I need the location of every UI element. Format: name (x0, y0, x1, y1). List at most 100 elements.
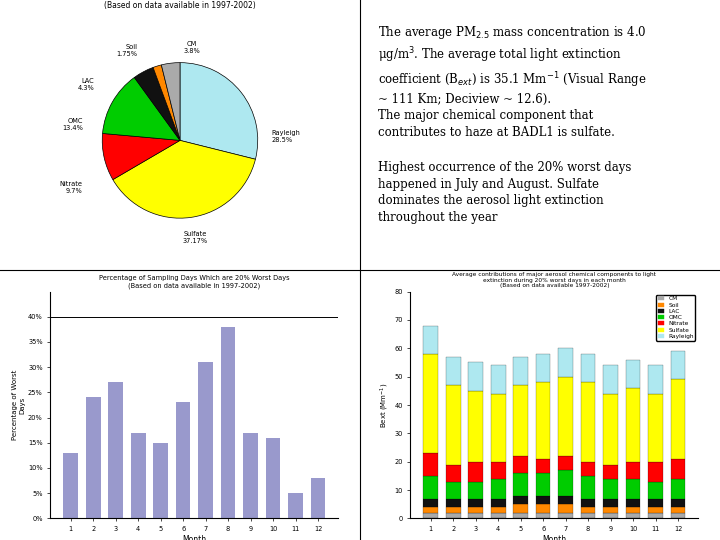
Bar (671, 351, 685, 380)
Bar (423, 453, 438, 476)
Bar (469, 462, 483, 482)
Text: The major chemical component that
contributes to haze at BADL1 is sulfate.: The major chemical component that contri… (378, 109, 615, 139)
Bar (513, 504, 528, 513)
Bar (469, 513, 483, 518)
Bar (558, 496, 573, 504)
Bar (671, 478, 685, 498)
Text: Sulfate
37.17%: Sulfate 37.17% (183, 231, 208, 244)
Bar (491, 498, 505, 507)
Bar (446, 464, 461, 482)
Bar (603, 498, 618, 507)
Title: Percentage of Sampling Days Which are 20% Worst Days
(Based on data available in: Percentage of Sampling Days Which are 20… (99, 275, 289, 289)
Bar (491, 365, 505, 394)
Bar (671, 459, 685, 478)
Y-axis label: Percentage of Worst
Days: Percentage of Worst Days (12, 370, 25, 440)
Bar (581, 513, 595, 518)
Bar (446, 385, 461, 464)
Bar (671, 507, 685, 513)
Bar (513, 456, 528, 473)
Bar (536, 382, 551, 459)
Bar (558, 504, 573, 513)
Bar (626, 498, 640, 507)
Bar (513, 357, 528, 385)
Bar (581, 498, 595, 507)
Bar (423, 507, 438, 513)
Bar (86, 397, 101, 518)
Legend: CM, Soil, LAC, OMC, Nitrate, Sulfate, Rayleigh: CM, Soil, LAC, OMC, Nitrate, Sulfate, Ra… (656, 294, 696, 341)
Bar (536, 513, 551, 518)
Bar (491, 394, 505, 462)
Bar (603, 507, 618, 513)
Wedge shape (113, 140, 256, 218)
Text: OMC
13.4%: OMC 13.4% (62, 118, 83, 131)
Bar (536, 473, 551, 496)
Bar (626, 388, 640, 462)
Wedge shape (135, 68, 180, 140)
Bar (131, 433, 145, 518)
Text: Highest occurrence of the 20% worst days
happened in July and August. Sulfate
do: Highest occurrence of the 20% worst days… (378, 161, 631, 224)
Bar (626, 513, 640, 518)
Bar (469, 362, 483, 391)
Bar (288, 493, 303, 518)
Bar (626, 507, 640, 513)
Bar (446, 507, 461, 513)
Wedge shape (161, 63, 180, 140)
Bar (536, 459, 551, 473)
Bar (446, 513, 461, 518)
Bar (648, 394, 663, 462)
Bar (626, 478, 640, 498)
Bar (581, 507, 595, 513)
Bar (536, 504, 551, 513)
Bar (626, 360, 640, 388)
X-axis label: Month: Month (182, 535, 207, 540)
Bar (446, 357, 461, 385)
Bar (513, 473, 528, 496)
Bar (423, 498, 438, 507)
Bar (266, 438, 280, 518)
Bar (581, 476, 595, 498)
Bar (198, 362, 213, 518)
Bar (648, 365, 663, 394)
Title: Average contributions of major aerosol chemical components to light
extinction d: Average contributions of major aerosol c… (452, 272, 657, 288)
Bar (153, 443, 168, 518)
Text: Nitrate
9.7%: Nitrate 9.7% (60, 180, 83, 193)
Bar (648, 462, 663, 482)
Bar (469, 498, 483, 507)
Y-axis label: Bext (Mm$^{-1}$): Bext (Mm$^{-1}$) (379, 382, 392, 428)
Wedge shape (102, 133, 180, 180)
Bar (491, 513, 505, 518)
Bar (581, 382, 595, 462)
Bar (536, 354, 551, 382)
Title: Average Contributions to the Light Extinction
(Based on data available in 1997-2: Average Contributions to the Light Extin… (94, 0, 266, 10)
Text: Rayleigh
28.5%: Rayleigh 28.5% (271, 130, 301, 143)
Bar (513, 385, 528, 456)
Bar (243, 433, 258, 518)
Bar (513, 496, 528, 504)
Bar (63, 453, 78, 518)
Bar (558, 377, 573, 456)
Bar (558, 456, 573, 470)
Bar (536, 496, 551, 504)
Bar (671, 513, 685, 518)
Bar (109, 382, 123, 518)
Bar (469, 507, 483, 513)
Bar (581, 462, 595, 476)
Wedge shape (102, 77, 180, 140)
Bar (513, 513, 528, 518)
Text: Soil
1.75%: Soil 1.75% (116, 44, 138, 57)
Bar (423, 326, 438, 354)
Bar (446, 482, 461, 498)
Bar (603, 513, 618, 518)
Bar (603, 394, 618, 464)
Bar (603, 478, 618, 498)
X-axis label: Month: Month (542, 535, 567, 540)
Bar (491, 507, 505, 513)
Bar (221, 327, 235, 518)
Bar (423, 354, 438, 453)
Bar (603, 365, 618, 394)
Bar (423, 476, 438, 498)
Bar (558, 348, 573, 377)
Bar (626, 462, 640, 478)
Bar (671, 380, 685, 459)
Bar (648, 513, 663, 518)
